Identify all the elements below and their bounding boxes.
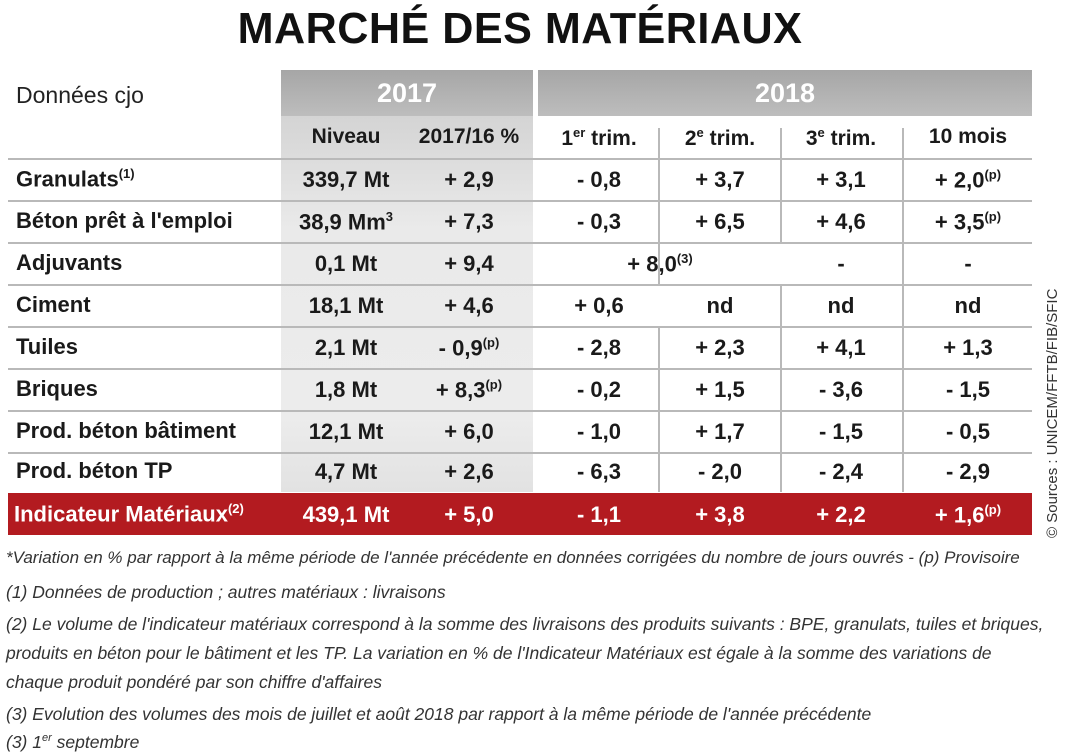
cell-var-2017: + 4,6 — [444, 293, 494, 318]
cell-t2: - 2,0 — [697, 459, 743, 484]
cell-niveau: 18,1 Mt — [308, 293, 384, 318]
note-2-line-3: chaque produit pondéré par son chiffre d… — [6, 672, 382, 692]
indicator-10-mois: + 1,6(p) — [934, 502, 1002, 528]
row-label-granulats: Granulats(1) — [16, 166, 135, 192]
row-label-prod-beton-batiment: Prod. béton bâtiment — [16, 418, 236, 443]
cell-t2: + 3,7 — [695, 167, 745, 192]
cell-t2: + 1,7 — [695, 419, 745, 444]
cell-var-2017: + 2,6 — [444, 459, 494, 484]
cell-var-2017: + 2,9 — [444, 167, 494, 192]
t1-header: 1er trim. — [561, 125, 637, 150]
note-star: *Variation en % par rapport à la même pé… — [6, 548, 1020, 567]
cell-10-mois: nd — [954, 293, 982, 318]
cell-10-mois: + 2,0(p) — [934, 167, 1002, 193]
note-2-line-2: produits en béton pour le bâtiment et le… — [6, 643, 992, 663]
year-2018-label: 2018 — [754, 78, 816, 108]
cell-niveau: 38,9 Mm3 — [298, 209, 394, 235]
cell-niveau: 0,1 Mt — [314, 251, 378, 276]
cell-10-mois: - 1,5 — [945, 377, 991, 402]
separator — [658, 128, 660, 286]
header-2018: 2018 — [538, 70, 1032, 116]
row-label-briques: Briques — [16, 376, 98, 401]
donnees-cjo-label: Données cjo — [16, 82, 144, 108]
cell-niveau: 339,7 Mt — [302, 167, 390, 192]
row-label-beton-pret: Béton prêt à l'emploi — [16, 208, 233, 233]
cell-t1: - 0,8 — [576, 167, 622, 192]
cell-t1: - 1,0 — [576, 419, 622, 444]
cell-t1: - 2,8 — [576, 335, 622, 360]
indicator-t1: - 1,1 — [576, 502, 622, 527]
cell-10-mois: - 2,9 — [945, 459, 991, 484]
cell-10-mois: - 0,5 — [945, 419, 991, 444]
indicator-var-2017: + 5,0 — [444, 502, 494, 527]
indicator-niveau: 439,1 Mt — [302, 502, 390, 527]
year-2017-label: 2017 — [376, 78, 438, 108]
cell-t3: + 3,1 — [816, 167, 866, 192]
sources-credit: © Sources : UNICEM/FFTB/FIB/SFIC — [1044, 288, 1061, 538]
cell-t2: nd — [706, 293, 734, 318]
cell-10-mois: - — [964, 251, 972, 276]
cell-var-2017: - 0,9(p) — [438, 335, 500, 361]
cell-t3: - — [837, 251, 845, 276]
cell-t1: - 6,3 — [576, 459, 622, 484]
row-separator — [8, 368, 1032, 370]
cell-niveau: 1,8 Mt — [314, 377, 378, 402]
cell-t1: + 0,6 — [574, 293, 624, 318]
row-label-ciment: Ciment — [16, 292, 91, 317]
note-3: (3) Evolution des volumes des mois de ju… — [6, 704, 872, 724]
cell-t2: + 6,5 — [695, 209, 745, 234]
row-separator — [8, 326, 1032, 328]
10-mois-header: 10 mois — [928, 125, 1008, 148]
row-separator — [8, 158, 1032, 160]
row-separator — [8, 242, 1032, 244]
cell-var-2017: + 7,3 — [444, 209, 494, 234]
row-label-adjuvants: Adjuvants — [16, 250, 123, 275]
row-separator — [8, 452, 1032, 454]
row-label-prod-beton-tp: Prod. béton TP — [16, 458, 173, 483]
row-separator — [8, 410, 1032, 412]
cell-t3: - 3,6 — [818, 377, 864, 402]
note-4: (3) 1er septembre — [6, 732, 140, 752]
note-2-line-1: (2) Le volume de l'indicateur matériaux … — [6, 614, 1044, 634]
header-2017: 2017 — [281, 70, 533, 116]
separator — [780, 128, 782, 244]
cell-var-2017: + 9,4 — [444, 251, 494, 276]
t2-header: 2e trim. — [684, 125, 756, 150]
cell-niveau: 12,1 Mt — [308, 419, 384, 444]
cell-var-2017: + 8,3(p) — [435, 377, 503, 403]
separator — [902, 128, 904, 492]
note-1: (1) Données de production ; autres matér… — [6, 582, 446, 602]
cell-t3: + 4,6 — [816, 209, 866, 234]
var-2017-header: 2017/16 % — [418, 125, 520, 148]
cell-t3: - 1,5 — [818, 419, 864, 444]
cell-t3: nd — [827, 293, 855, 318]
cell-var-2017: + 6,0 — [444, 419, 494, 444]
indicator-t3: + 2,2 — [816, 502, 866, 527]
cell-t3: + 4,1 — [816, 335, 866, 360]
cell-10-mois: + 3,5(p) — [934, 209, 1002, 235]
cell-t2: + 2,3 — [695, 335, 745, 360]
cell-niveau: 2,1 Mt — [314, 335, 378, 360]
cell-t1-t2-merged: + 8,0(3) — [627, 251, 693, 277]
cell-10-mois: + 1,3 — [943, 335, 993, 360]
niveau-header: Niveau — [311, 125, 381, 148]
separator — [658, 326, 660, 492]
cell-t1: - 0,2 — [576, 377, 622, 402]
cell-t3: - 2,4 — [818, 459, 864, 484]
cell-niveau: 4,7 Mt — [314, 459, 378, 484]
row-separator — [8, 284, 1032, 286]
cell-t1: - 0,3 — [576, 209, 622, 234]
page-title: MARCHÉ DES MATÉRIAUX — [237, 4, 803, 53]
cell-t2: + 1,5 — [695, 377, 745, 402]
shaded-2017-column — [281, 116, 533, 492]
indicator-row — [8, 493, 1032, 535]
row-label-tuiles: Tuiles — [16, 334, 78, 359]
row-separator — [8, 200, 1032, 202]
separator — [780, 286, 782, 492]
t3-header: 3e trim. — [805, 125, 877, 150]
indicator-label: Indicateur Matériaux(2) — [14, 501, 244, 527]
indicator-t2: + 3,8 — [695, 502, 745, 527]
